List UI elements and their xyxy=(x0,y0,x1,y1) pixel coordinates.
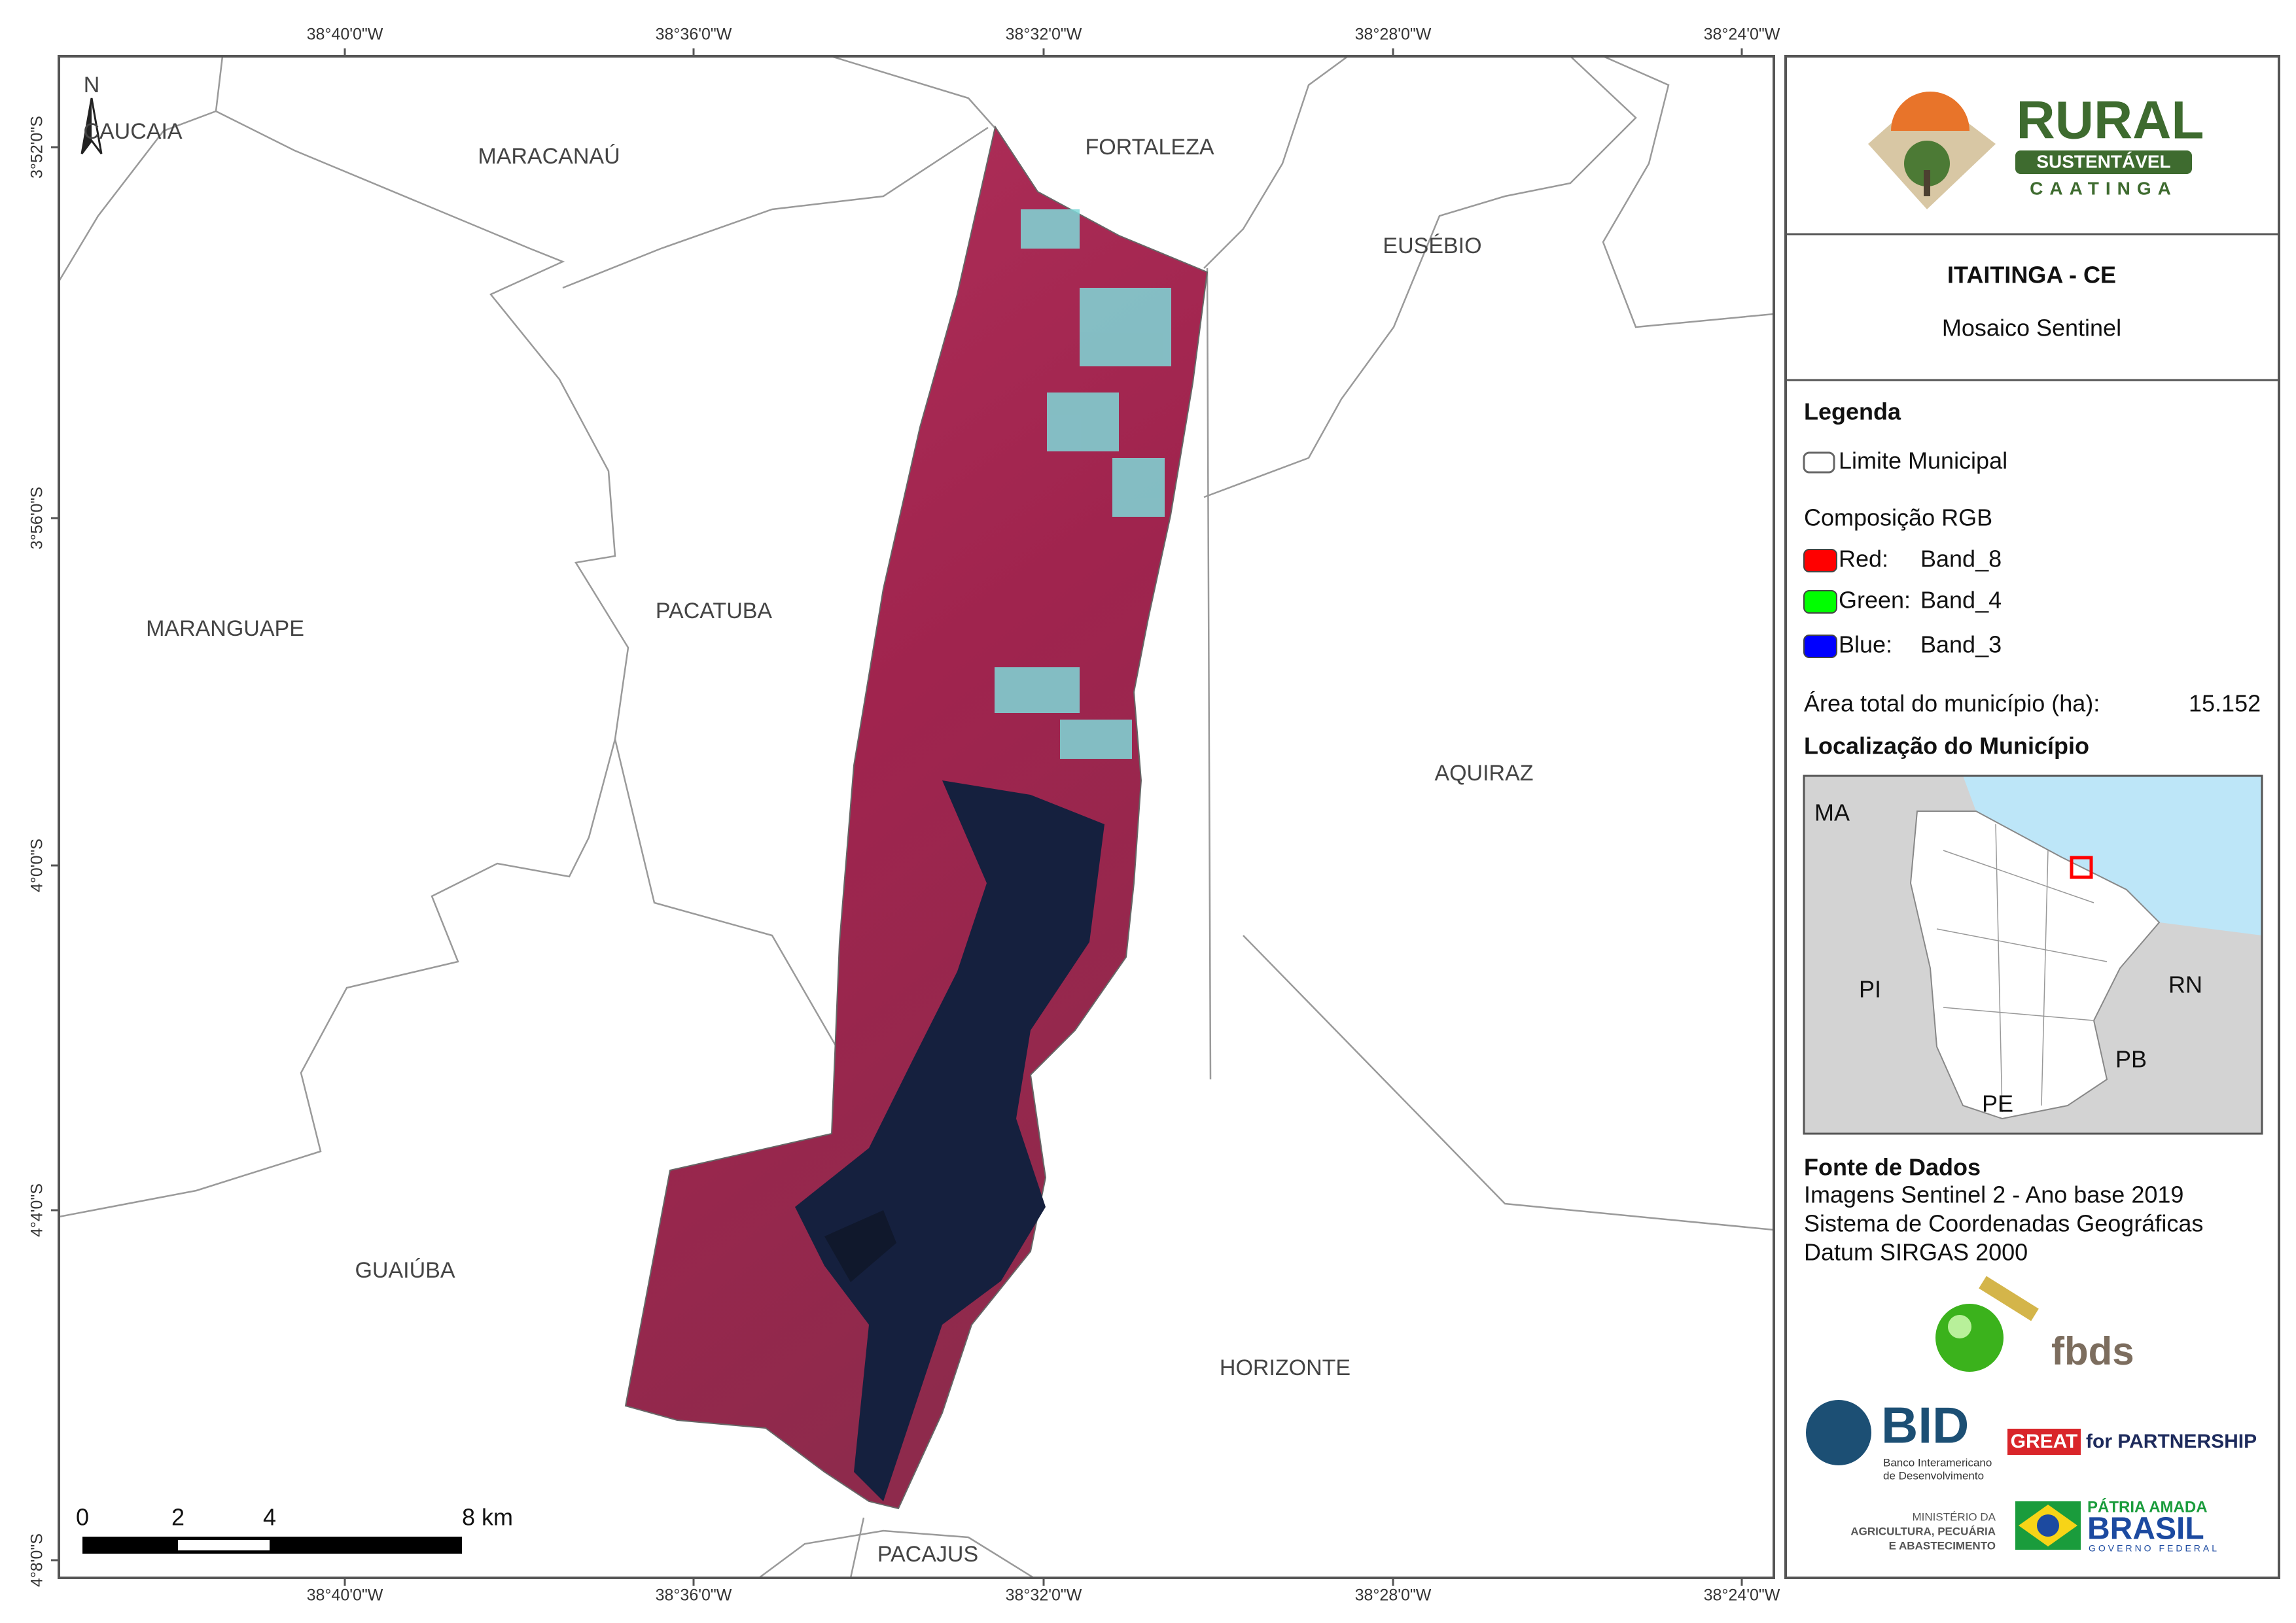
band-name: Band_4 xyxy=(1920,587,2002,614)
map-title: ITAITINGA - CE xyxy=(1947,262,2116,288)
x-coord-label: 38°24'0"W xyxy=(1704,1586,1780,1605)
map-subtitle: Mosaico Sentinel xyxy=(1942,315,2121,341)
great-text: GREAT xyxy=(2011,1431,2078,1452)
place-label: PACATUBA xyxy=(656,599,773,623)
place-label: GUAIÚBA xyxy=(355,1258,455,1283)
place-label: MARANGUAPE xyxy=(146,616,304,641)
legend-boundary: Limite Municipal xyxy=(1839,447,2007,474)
place-label: FORTALEZA xyxy=(1085,135,1214,160)
state-label: PE xyxy=(1982,1091,2013,1117)
place-label: PACAJUS xyxy=(877,1542,978,1567)
location-heading: Localização do Município xyxy=(1804,733,2089,759)
urban-areas xyxy=(995,209,1171,759)
brasil-top: PÁTRIA AMADA xyxy=(2087,1497,2208,1516)
x-coord-label: 38°28'0"W xyxy=(1355,26,1432,44)
x-coord-label: 38°40'0"W xyxy=(307,1586,383,1605)
bid-name: de Desenvolvimento xyxy=(1883,1469,1984,1482)
band-label: Blue: xyxy=(1839,631,1892,658)
boundary xyxy=(1203,56,1774,1231)
bid-text: BID xyxy=(1881,1397,1969,1454)
north-arrow xyxy=(80,97,103,154)
brasil: BRASIL xyxy=(2087,1512,2204,1546)
band-swatch xyxy=(1803,590,1837,614)
scale-bar xyxy=(82,1537,462,1554)
place-label: AQUIRAZ xyxy=(1434,761,1533,786)
legend-composition: Composição RGB xyxy=(1804,504,1992,531)
y-coord-label: 4°0'0"S xyxy=(28,839,46,892)
x-coord-label: 38°40'0"W xyxy=(307,26,383,44)
logo-title: RURAL xyxy=(2017,91,2204,150)
fbds-text: fbds xyxy=(2051,1329,2134,1373)
y-coord-label: 3°52'0"S xyxy=(28,116,46,179)
band-label: Red: xyxy=(1839,546,1888,572)
scale-label: 0 xyxy=(76,1504,89,1531)
boundary xyxy=(59,110,217,282)
gov-logo: MINISTÉRIO DA AGRICULTURA, PECUÁRIA E AB… xyxy=(1850,1497,2219,1554)
source-line: Imagens Sentinel 2 - Ano base 2019 xyxy=(1804,1181,2183,1208)
bid-logo: BID Banco Interamericano de Desenvolvime… xyxy=(1806,1397,1992,1482)
map-body xyxy=(59,56,1774,1578)
scale-label: 4 xyxy=(263,1504,276,1531)
place-label: MARACANAÚ xyxy=(478,144,620,169)
state-label: MA xyxy=(1814,799,1850,826)
boundary xyxy=(758,1517,1034,1578)
band-swatch xyxy=(1803,635,1837,658)
legend-boundary-swatch xyxy=(1803,451,1835,474)
y-coord-label: 3°56'0"S xyxy=(28,487,46,550)
scale-label: 8 km xyxy=(462,1504,513,1531)
logo-ribbon: SUSTENTÁVEL xyxy=(2036,151,2170,171)
state-label: RN xyxy=(2168,971,2202,998)
state-label: PB xyxy=(2115,1046,2147,1073)
ministry: MINISTÉRIO DA xyxy=(1912,1510,1996,1523)
bid-name: Banco Interamericano xyxy=(1883,1456,1992,1469)
reservoir xyxy=(795,780,1104,1501)
source-line: Sistema de Coordenadas Geográficas xyxy=(1804,1210,2203,1237)
source-heading: Fonte de Dados xyxy=(1804,1154,1981,1181)
scale-label: 2 xyxy=(171,1504,185,1531)
great-logo: GREAT for PARTNERSHIP xyxy=(2007,1429,2257,1455)
x-coord-label: 38°24'0"W xyxy=(1704,26,1780,44)
band-swatch xyxy=(1803,549,1837,572)
place-label: EUSÉBIO xyxy=(1383,234,1481,258)
boundary xyxy=(59,56,629,1218)
boundary xyxy=(1602,56,1774,328)
ministry: E ABASTECIMENTO xyxy=(1889,1539,1996,1552)
logo-sub: CAATINGA xyxy=(2030,178,2178,198)
great-rest: for PARTNERSHIP xyxy=(2086,1431,2257,1452)
north-label: N xyxy=(84,73,100,97)
band-name: Band_8 xyxy=(1920,546,2002,572)
boundary xyxy=(830,56,995,128)
boundary xyxy=(1203,56,1637,498)
place-label: HORIZONTE xyxy=(1220,1355,1351,1380)
y-coord-label: 4°8'0"S xyxy=(28,1533,46,1587)
area-label: Área total do município (ha): xyxy=(1804,690,2100,717)
fbds-logo: fbds xyxy=(1935,1276,2134,1373)
boundary xyxy=(562,126,989,289)
band-label: Green: xyxy=(1839,587,1911,614)
x-coord-label: 38°32'0"W xyxy=(1006,1586,1082,1605)
y-coord-label: 4°4'0"S xyxy=(28,1183,46,1237)
band-name: Band_3 xyxy=(1920,631,2002,658)
place-label: CAUCAIA xyxy=(83,119,182,144)
source-line: Datum SIRGAS 2000 xyxy=(1804,1239,2028,1266)
water xyxy=(824,1210,896,1282)
sentinel-mosaic xyxy=(624,125,1209,1510)
brasil-sub: GOVERNO FEDERAL xyxy=(2089,1543,2219,1554)
state-label: PI xyxy=(1859,976,1881,1003)
x-coord-label: 38°28'0"W xyxy=(1355,1586,1432,1605)
location-inset xyxy=(1803,775,2263,1135)
x-coord-label: 38°32'0"W xyxy=(1006,26,1082,44)
area-value: 15.152 xyxy=(2189,690,2261,717)
rural-logo: RURAL SUSTENTÁVEL CAATINGA xyxy=(1868,91,2204,209)
x-coord-label: 38°36'0"W xyxy=(656,1586,732,1605)
x-coord-label: 38°36'0"W xyxy=(656,26,732,44)
ministry: AGRICULTURA, PECUÁRIA xyxy=(1850,1525,1996,1537)
legend-heading: Legenda xyxy=(1804,398,1901,425)
map-frame xyxy=(58,55,1775,1579)
